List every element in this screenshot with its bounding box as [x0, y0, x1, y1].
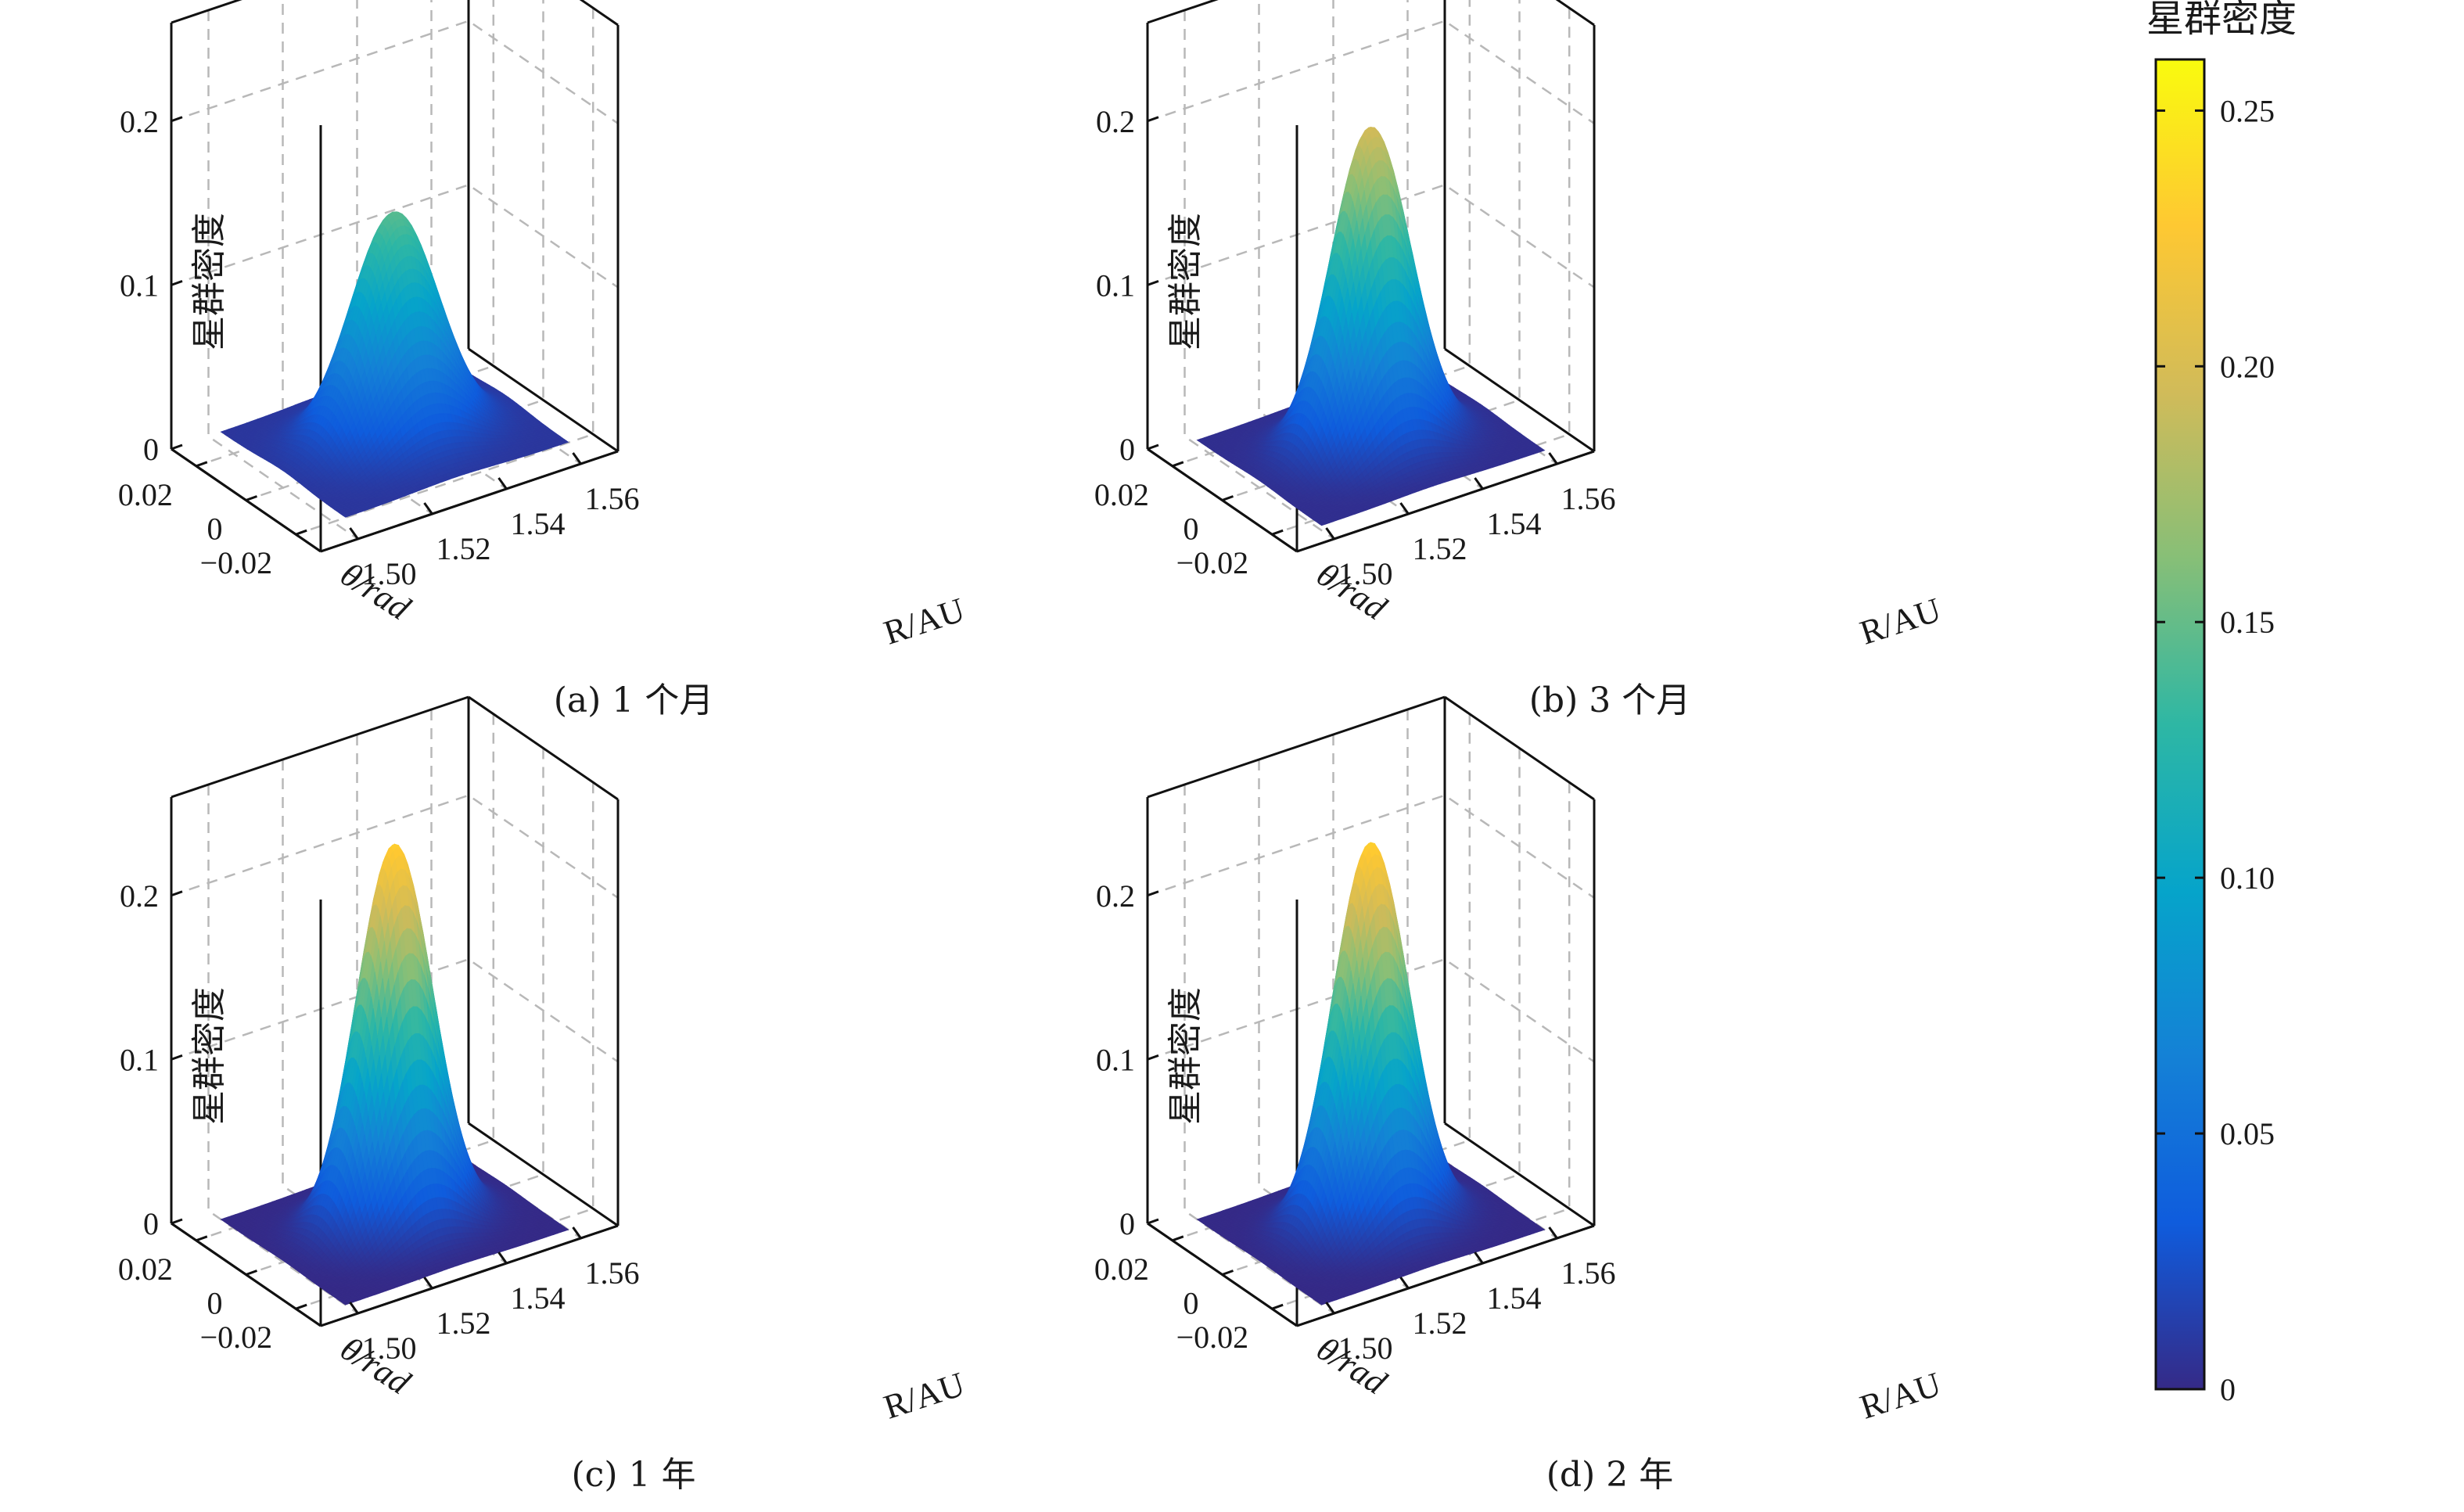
r-gridline-a [207, 10, 359, 541]
z-tick-label: 0.1 [120, 268, 159, 303]
panel-caption: (a) 1 个月 [554, 681, 714, 720]
r-tick-label: 1.56 [585, 481, 640, 516]
r-tick-label: 1.52 [436, 531, 491, 566]
z-axis-title: 星群密度 [189, 213, 229, 350]
axis-edge-b [1147, 0, 1219, 24]
theta-gridline-a [295, 8, 594, 536]
z-gridline-a [171, 20, 619, 124]
surface-b [1196, 127, 1546, 526]
z-gridline-b [1147, 20, 1595, 124]
r-axis-title: R/AU [879, 591, 969, 652]
axis-edge-a [171, 0, 242, 24]
surface-a [220, 211, 569, 518]
axis-edge-a [579, 0, 619, 27]
surface-panel-b: 00.10.21.501.521.541.560.020−0.02R/AUθ/r… [1094, 0, 1945, 720]
theta-tick-label: 0.02 [118, 477, 173, 512]
z-gridline-a [171, 184, 619, 289]
theta-gridline-a [246, 0, 544, 501]
z-tick-label: 0 [143, 432, 159, 467]
z-tick-label: 0.2 [120, 104, 159, 139]
theta-gridline-a [196, 0, 495, 467]
theta-tick-label: −0.02 [200, 545, 273, 580]
theta-tick-label: 0 [207, 512, 223, 547]
surface-panel-a: 00.10.21.501.521.541.560.020−0.02R/AUθ/r… [118, 0, 969, 720]
axis-edge-a [468, 347, 619, 453]
r-tick-label: 1.54 [511, 506, 566, 541]
